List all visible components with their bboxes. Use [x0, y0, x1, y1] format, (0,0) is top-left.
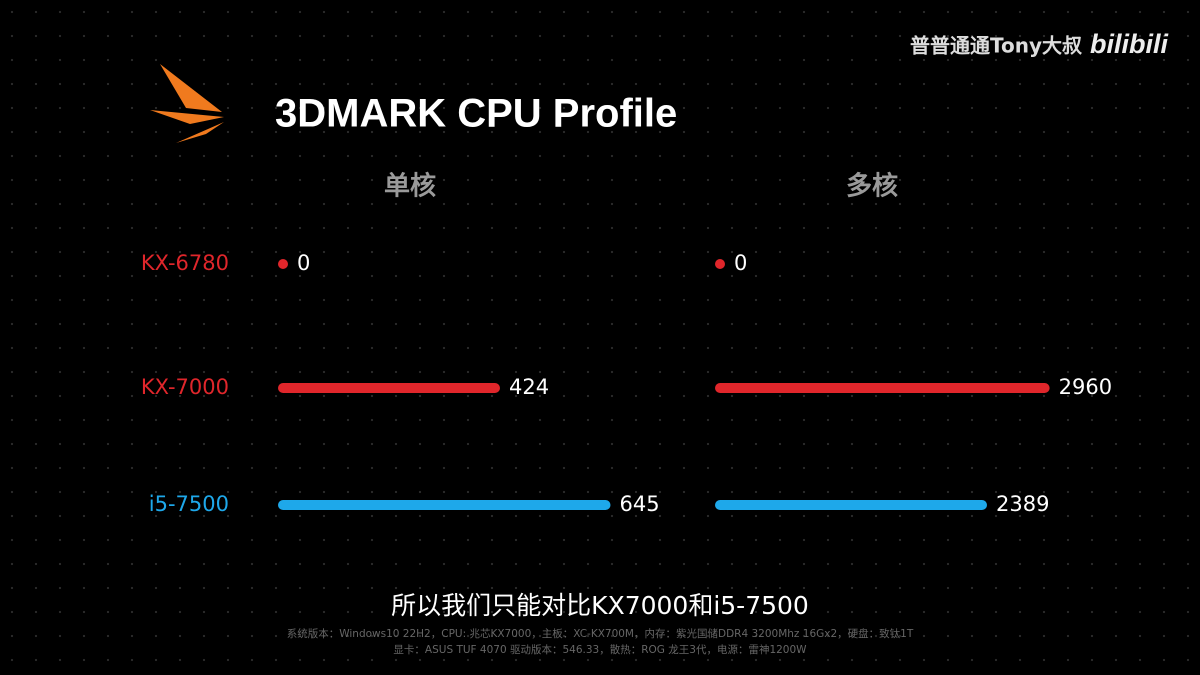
value-label: 2960 — [1059, 375, 1112, 399]
value-label: 0 — [734, 251, 747, 275]
value-label: 0 — [297, 251, 310, 275]
logo — [150, 64, 224, 143]
footnote: 系统版本：Windows10 22H2，CPU: 兆芯KX7000，主板：XC-… — [287, 627, 914, 640]
bar — [278, 500, 611, 510]
caption: 所以我们只能对比KX7000和i5-7500 — [391, 591, 809, 620]
bar — [278, 383, 500, 393]
value-label: 645 — [620, 492, 660, 516]
category-label: KX-7000 — [141, 375, 229, 399]
series-header: 多核 — [846, 171, 898, 202]
bar — [715, 500, 988, 510]
chart-title: 3DMARK CPU Profile — [275, 92, 677, 136]
value-label: 424 — [509, 375, 549, 399]
category-label: i5-7500 — [149, 492, 229, 516]
series-header: 单核 — [384, 171, 436, 202]
bar — [715, 259, 725, 269]
category-label: KX-6780 — [141, 251, 229, 275]
bar — [278, 259, 288, 269]
watermark-channel: 普普通通Tony大叔 — [910, 34, 1083, 58]
watermark-site: bilibili — [1090, 29, 1168, 59]
bar — [715, 383, 1050, 393]
footnote: 显卡：ASUS TUF 4070 驱动版本：546.33，散热：ROG 龙王3代… — [393, 643, 807, 656]
value-label: 2389 — [996, 492, 1049, 516]
